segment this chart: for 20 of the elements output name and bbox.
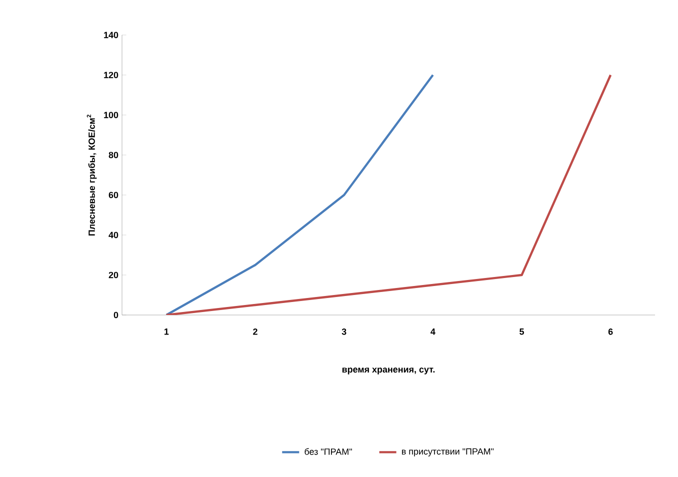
line-series	[165, 74, 434, 315]
x-axis-title: время хранения, сут.	[342, 368, 435, 374]
x-tick-label: 2	[253, 328, 258, 335]
x-tick-label: 1	[164, 328, 169, 335]
legend-label: в присутствии "ПРАМ"	[402, 448, 494, 456]
y-tick-label: 120	[104, 72, 118, 78]
line-series	[165, 74, 612, 315]
y-tick-label: 20	[108, 272, 118, 278]
y-tick-label: 40	[108, 232, 118, 238]
x-tick-label: 3	[342, 328, 346, 335]
y-tick-label: 80	[108, 152, 118, 158]
y-tick-label: 100	[104, 112, 118, 118]
y-tick-label: 140	[104, 32, 118, 38]
y-tick-label: 60	[108, 192, 118, 198]
y-tick-label: 0	[114, 312, 118, 318]
legend-label: без "ПРАМ"	[304, 448, 352, 455]
x-tick-label: 6	[608, 328, 613, 335]
y-axis-title: Плесневые грибы, КОЕ/см$^{2}$	[86, 114, 97, 236]
x-tick-label: 5	[520, 328, 524, 335]
x-tick-label: 4	[430, 328, 436, 335]
